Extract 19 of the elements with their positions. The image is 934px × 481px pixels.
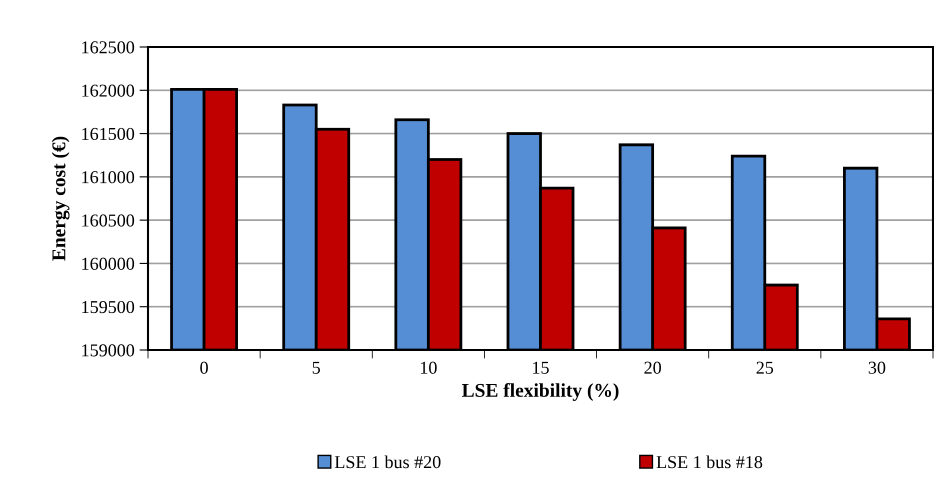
x-tick-label: 15 (533, 362, 549, 374)
y-tick-label: 159500 (82, 300, 134, 314)
x-tick-label: 5 (312, 362, 320, 374)
x-tick-label: 25 (756, 362, 774, 374)
legend-label: LSE 1 bus #18 (656, 455, 762, 468)
y-tick-label: 161000 (82, 171, 134, 184)
y-tick-label: 160000 (82, 258, 134, 270)
x-tick-label: 0 (200, 362, 208, 374)
y-tick-label: 160500 (82, 214, 134, 227)
y-axis-title: Energy cost (€) (52, 136, 70, 261)
x-axis-title: LSE flexibility (%) (462, 383, 619, 401)
y-tick-label: 162500 (82, 41, 134, 54)
legend-label: LSE 1 bus #20 (334, 455, 441, 468)
x-tick-label: 30 (868, 362, 886, 374)
y-tick-label: 161500 (82, 128, 134, 140)
y-tick-label: 162000 (82, 84, 134, 97)
y-tick-label: 159000 (82, 344, 134, 356)
x-tick-label: 20 (644, 362, 661, 374)
x-tick-label: 10 (420, 362, 437, 374)
